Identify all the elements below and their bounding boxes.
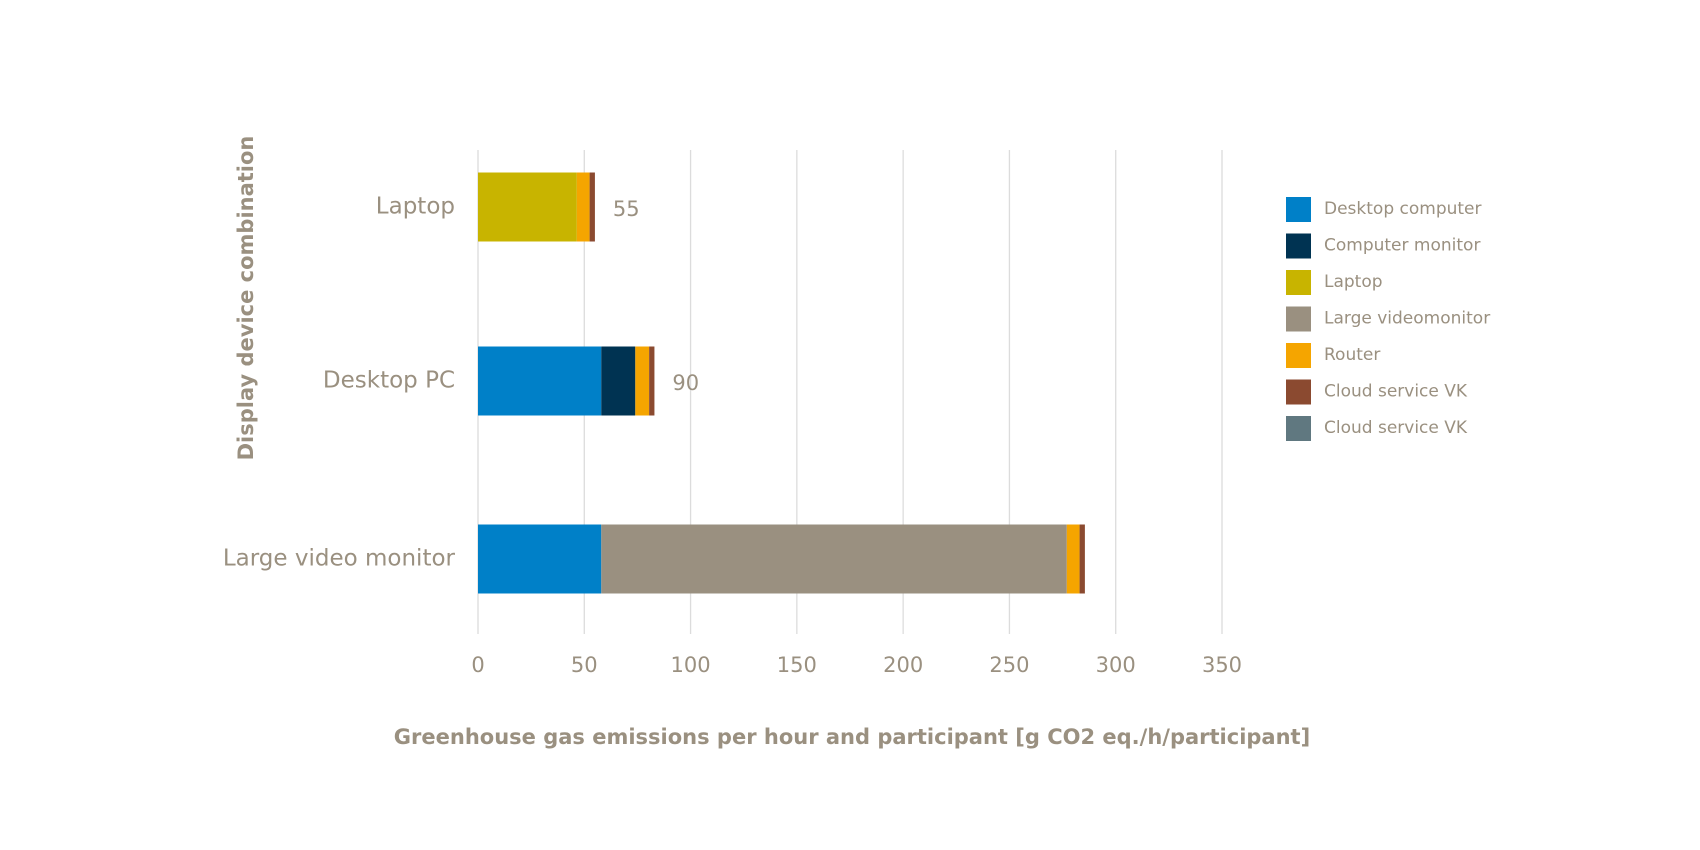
category-label: Desktop PC <box>323 368 455 394</box>
bar-segment <box>478 524 602 594</box>
bar-segment <box>1066 524 1080 594</box>
legend-swatch <box>1286 379 1311 405</box>
legend-swatch <box>1286 233 1311 259</box>
bar-segment <box>601 346 636 416</box>
x-tick-label: 200 <box>883 653 923 677</box>
bar-segment <box>601 524 1067 594</box>
legend-label: Computer monitor <box>1324 236 1480 256</box>
x-tick-label: 100 <box>671 653 711 677</box>
bar-segment <box>649 346 655 416</box>
x-tick-label: 150 <box>777 653 817 677</box>
x-axis-title: Greenhouse gas emissions per hour and pa… <box>394 725 1310 749</box>
legend-label: Desktop computer <box>1324 199 1482 219</box>
bar-segment <box>478 346 602 416</box>
legend-swatch <box>1286 270 1311 295</box>
x-tick-label: 250 <box>989 653 1029 677</box>
legend-label: Router <box>1324 345 1380 365</box>
bar-segment <box>576 172 590 242</box>
total-label: 55 <box>613 197 640 221</box>
y-axis-title: Display device combination <box>234 136 258 461</box>
x-tick-label: 0 <box>471 653 484 677</box>
legend-swatch <box>1286 306 1311 332</box>
x-tick-label: 300 <box>1096 653 1136 677</box>
total-label: 90 <box>672 371 699 395</box>
x-tick-label: 350 <box>1202 653 1242 677</box>
bar-segment <box>635 346 650 416</box>
legend-label: Cloud service VK <box>1324 382 1468 402</box>
bar-segment <box>589 172 595 242</box>
legend-label: Large videomonitor <box>1324 309 1490 329</box>
category-label: Large video monitor <box>223 546 456 572</box>
bar-segment <box>478 172 577 242</box>
legend-swatch <box>1286 416 1311 441</box>
legend-swatch <box>1286 343 1311 368</box>
legend-label: Cloud service VK <box>1324 418 1468 438</box>
bar-segment <box>1079 524 1085 594</box>
legend-swatch <box>1286 197 1311 222</box>
x-tick-label: 50 <box>571 653 598 677</box>
category-label: Laptop <box>376 194 455 220</box>
legend-label: Laptop <box>1324 272 1383 292</box>
